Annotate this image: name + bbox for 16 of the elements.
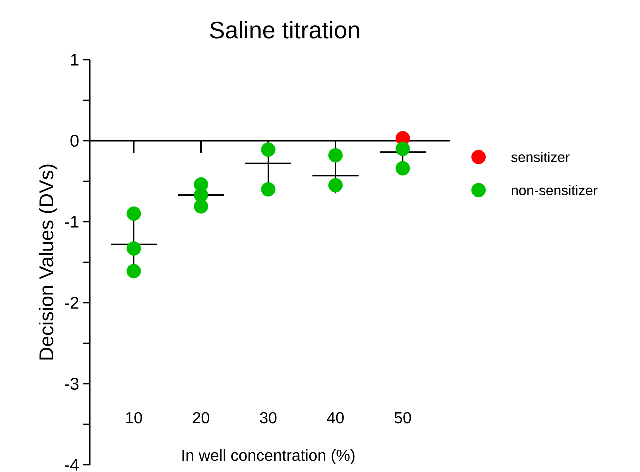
chart-title: Saline titration (210, 21, 360, 39)
y-tick-label: 0 (70, 134, 79, 147)
y-axis-title: Decision Values (DVs) (39, 164, 58, 360)
x-tick-label: 50 (394, 412, 412, 424)
legend-label: non-sensitizer (512, 185, 598, 196)
x-tick-label: 20 (193, 412, 210, 424)
y-tick-label: -4 (65, 459, 79, 471)
y-tick-label: -2 (65, 297, 79, 309)
x-axis-title: In well concentration (%) (182, 449, 355, 464)
legend-label: sensitizer (512, 152, 570, 162)
y-tick-label: 1 (71, 54, 79, 66)
x-tick-label: 40 (327, 412, 344, 424)
y-tick-label: -1 (65, 216, 79, 228)
x-tick-label: 10 (126, 412, 142, 424)
y-tick-label: -3 (65, 378, 79, 390)
x-tick-label: 30 (260, 412, 277, 424)
